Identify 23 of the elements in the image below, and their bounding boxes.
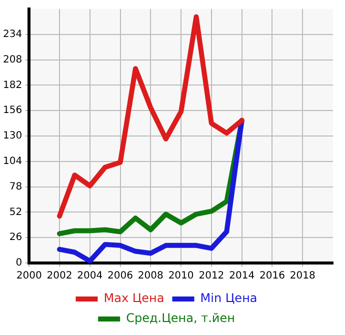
x-tick-label: 2008	[138, 270, 164, 282]
x-tick-label: 2010	[168, 270, 194, 282]
y-tick-label: 130	[2, 130, 22, 142]
legend-label: Max Цена	[104, 291, 164, 306]
x-tick-label: 2002	[46, 270, 72, 282]
x-tick-label: 2000	[16, 270, 42, 282]
legend-label: Min Цена	[200, 291, 258, 306]
y-tick-label: 26	[9, 232, 22, 244]
x-tick-label: 2004	[77, 270, 103, 282]
y-tick-label: 104	[2, 156, 22, 167]
x-tick-label: 2016	[259, 270, 285, 282]
x-tick-label: 2014	[229, 270, 255, 282]
x-tick-label: 2018	[290, 270, 316, 282]
y-tick-label: 182	[2, 80, 22, 91]
x-tick-label: 2006	[108, 270, 133, 282]
y-tick-label: 52	[9, 206, 22, 218]
y-tick-label: 156	[2, 105, 22, 116]
y-tick-label: 78	[9, 181, 22, 192]
y-tick-label: 208	[2, 54, 22, 66]
y-tick-label: 234	[2, 28, 22, 40]
legend-label: Сред.Цена, т.йен	[126, 311, 235, 326]
y-tick-label: 0	[16, 258, 22, 269]
x-tick-label: 2012	[198, 270, 224, 282]
